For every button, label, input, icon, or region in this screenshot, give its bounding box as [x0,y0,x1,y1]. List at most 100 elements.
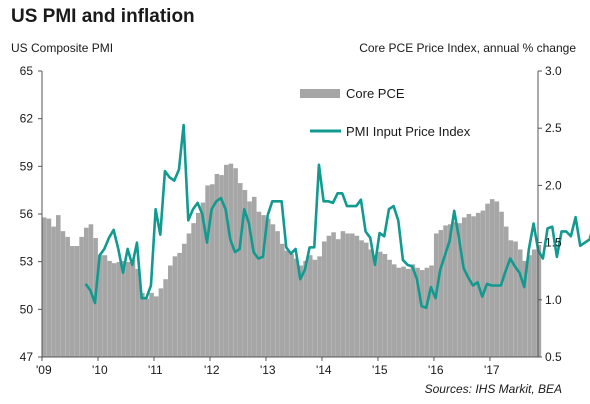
right-axis-tick-label: 0.5 [545,350,562,364]
core-pce-bar [335,239,341,357]
core-pce-bar [172,256,178,357]
left-axis-tick-label: 62 [20,112,34,126]
core-pce-bar [219,175,224,357]
left-axis-tick-label: 65 [20,64,34,78]
legend-swatch-core-pce [300,89,340,98]
core-pce-bar [466,214,472,357]
core-pce-bar [42,217,47,357]
core-pce-bar [167,265,173,357]
core-pce-bar [349,233,355,357]
core-pce-bar [410,264,416,357]
legend: Core PCE PMI Input Price Index [300,86,471,139]
core-pce-bar [405,268,411,357]
left-axis-tick-label: 59 [20,159,34,173]
core-pce-bar [102,255,108,357]
core-pce-bar [494,201,500,357]
core-pce-bar [391,264,397,357]
core-pce-bar [177,252,182,357]
core-pce-bar [116,262,122,357]
core-pce-bar [396,267,402,357]
left-axis-tick-label: 56 [20,207,34,221]
core-pce-bar [317,256,322,357]
core-pce-bar [517,249,523,357]
right-axis-tick-label: 2.0 [545,178,562,192]
core-pce-bar [377,251,383,357]
x-axis-tick-label: '14 [316,363,332,377]
core-pce-bar [424,267,430,357]
core-pce-bar [233,168,238,357]
core-pce-bar [284,250,290,357]
core-pce-bar [97,255,103,357]
core-pce-bar [83,227,89,357]
core-pce-bar [247,201,252,357]
left-axis-tick-label: 47 [20,350,34,364]
chart-title: US PMI and inflation [11,6,195,27]
core-pce-bar [354,235,360,357]
x-axis-tick-label: '13 [260,363,276,377]
core-pce-bar [46,218,52,357]
core-pce-bar [363,242,369,357]
core-pce-bar [303,260,308,357]
core-pce-bar [489,199,495,357]
core-pce-bar [447,224,453,357]
core-pce-bar [121,260,126,357]
right-axis-tick-label: 1.0 [545,293,562,307]
axes: 47 50 53 56 59 62 65 0.5 1.0 1.5 2.0 2.5 3.0 '09 '10 '1… [20,64,562,377]
core-pce-bar [359,240,364,357]
core-pce-bar [209,184,215,357]
core-pce-bar [429,265,434,357]
core-pce-bar [107,260,112,357]
core-pce-bar [508,240,514,357]
core-pce-bar [223,164,229,357]
core-pce-bar [130,259,136,357]
x-axis-tick-label: '11 [148,363,163,377]
core-pce-bar [457,223,462,357]
core-pce-bar [242,189,248,357]
core-pce-bar [125,262,131,357]
core-pce-bar [261,215,266,357]
core-pce-bar [111,263,117,357]
core-pce-bar [461,217,467,357]
core-pce-bar [485,203,490,357]
right-axis-tick-label: 1.5 [545,236,562,250]
x-axis-tick-label: '16 [428,363,444,377]
core-pce-bar [51,226,56,357]
core-pce-bar [214,173,220,357]
core-pce-bar [443,225,448,357]
right-axis-tick-label: 2.5 [545,121,562,135]
core-pce-bar [522,260,528,357]
core-pce-bar [438,230,444,357]
core-pce-bar [237,183,243,357]
core-pce-bar [200,202,206,357]
left-axis-tick-label: 53 [20,255,34,269]
core-pce-bar [326,235,332,357]
pmi-input-price-line [84,123,590,310]
core-pce-bar [195,212,201,357]
core-pce-bar [312,259,318,357]
core-pce-bar [293,258,299,357]
core-pce-bar [275,231,280,357]
left-axis-label: US Composite PMI [11,41,114,55]
x-axis-tick-label: '15 [372,363,388,377]
x-axis-tick-label: '10 [92,363,108,377]
core-pce-bar [340,231,346,357]
core-pce-bar [419,270,425,357]
core-pce-bar [321,241,327,357]
x-axis-tick-label: '09 [36,363,52,377]
x-axis-tick-label: '17 [484,363,500,377]
core-pce-bar [471,216,476,357]
core-pce-bar [144,298,150,357]
core-pce-bar [181,243,187,357]
core-pce-bar [373,255,378,357]
core-pce-bar [79,236,84,357]
core-pce-bar [70,246,75,357]
core-pce-bar [401,266,406,357]
core-pce-bar [415,267,420,357]
core-pce-bar [513,241,518,357]
core-pce-bar [289,254,294,357]
core-pce-bars [42,163,542,357]
core-pce-bar [345,233,350,357]
legend-label-core-pce: Core PCE [346,86,405,101]
core-pce-bar [139,292,145,357]
